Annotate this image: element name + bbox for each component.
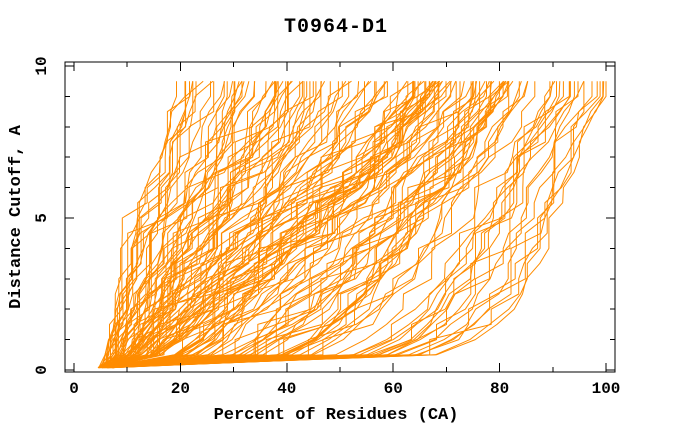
model-curve <box>97 80 276 369</box>
model-curve <box>106 80 585 369</box>
model-curve <box>107 80 556 369</box>
model-curve <box>113 81 447 369</box>
model-curve <box>103 81 301 369</box>
model-curve <box>103 81 235 368</box>
model-curve <box>108 81 331 369</box>
model-curve <box>97 81 234 369</box>
x-tick-label: 100 <box>592 380 621 398</box>
model-curve <box>101 81 474 369</box>
x-tick-label: 0 <box>69 380 79 398</box>
model-curve <box>101 81 243 368</box>
model-curve <box>104 81 561 369</box>
model-curve <box>111 81 228 368</box>
model-curve <box>106 81 427 369</box>
model-curve <box>101 81 607 369</box>
model-curves <box>97 80 607 369</box>
model-curve <box>112 81 557 369</box>
chart-title: T0964-D1 <box>284 16 388 39</box>
model-curve <box>107 81 276 369</box>
model-curve <box>104 81 440 369</box>
model-curve <box>107 80 510 369</box>
model-curve <box>105 81 477 369</box>
model-curve <box>106 81 385 369</box>
model-curve <box>101 81 267 369</box>
model-curve <box>113 80 326 369</box>
model-curve <box>107 81 522 369</box>
model-curve <box>111 81 500 369</box>
axis-tick-labels: 0 20 40 60 80 100 0 5 10 <box>33 56 620 398</box>
model-curve <box>106 81 575 369</box>
model-curve <box>111 80 507 369</box>
model-curve <box>99 81 350 369</box>
model-curve <box>106 81 255 368</box>
model-curve <box>108 80 452 369</box>
model-curve <box>99 81 240 368</box>
model-curve <box>112 80 441 369</box>
model-curve <box>100 81 317 369</box>
model-curve <box>113 81 564 369</box>
model-curve <box>103 80 434 369</box>
model-curve <box>102 81 529 369</box>
y-tick-label: 0 <box>33 365 51 375</box>
x-tick-label: 80 <box>490 380 509 398</box>
model-curve <box>104 81 593 369</box>
y-axis-title: Distance Cutoff, A <box>7 124 26 308</box>
model-curve <box>101 81 474 369</box>
model-curve <box>101 81 510 369</box>
x-tick-label: 40 <box>277 380 296 398</box>
model-curve <box>106 81 197 368</box>
model-curve <box>108 80 505 369</box>
model-curve <box>112 80 347 369</box>
model-curve <box>100 80 436 369</box>
model-curve <box>100 80 440 369</box>
model-curve <box>98 81 177 368</box>
x-axis-title: Percent of Residues (CA) <box>214 406 459 425</box>
model-curve <box>109 81 287 369</box>
model-curve <box>97 81 416 369</box>
model-curve <box>98 81 487 369</box>
model-curve <box>105 81 225 368</box>
model-curve <box>111 81 308 369</box>
model-curve <box>107 81 598 369</box>
x-tick-label: 60 <box>384 380 403 398</box>
model-curve <box>113 81 289 368</box>
model-curve <box>97 80 408 369</box>
model-curve <box>109 81 457 369</box>
model-curve <box>112 81 585 369</box>
model-curve <box>108 80 486 369</box>
model-curve <box>102 81 194 368</box>
model-curve <box>112 81 457 369</box>
model-curve <box>101 81 277 369</box>
model-curve <box>107 81 604 369</box>
model-curve <box>108 80 425 369</box>
model-curve <box>113 80 495 369</box>
model-curve <box>110 81 551 369</box>
y-tick-label: 5 <box>33 213 51 223</box>
model-curve <box>98 81 491 369</box>
model-curve <box>106 81 579 369</box>
model-curve <box>105 81 186 368</box>
model-curve <box>109 80 388 369</box>
model-curve <box>105 81 278 369</box>
model-curve <box>106 80 422 369</box>
model-curve <box>108 81 536 369</box>
y-tick-label: 10 <box>33 56 51 75</box>
model-curve <box>113 81 439 369</box>
model-curve <box>110 80 243 368</box>
model-curve <box>110 80 370 369</box>
x-tick-label: 20 <box>171 380 190 398</box>
model-curve <box>106 80 474 369</box>
model-curve <box>102 81 520 369</box>
axis-ticks <box>65 62 615 372</box>
model-curve <box>111 81 529 369</box>
model-curve <box>98 81 186 368</box>
model-curve <box>103 81 256 369</box>
model-curve <box>112 81 571 369</box>
model-curve <box>103 80 514 369</box>
model-curve <box>104 81 360 369</box>
model-curve <box>101 81 508 369</box>
